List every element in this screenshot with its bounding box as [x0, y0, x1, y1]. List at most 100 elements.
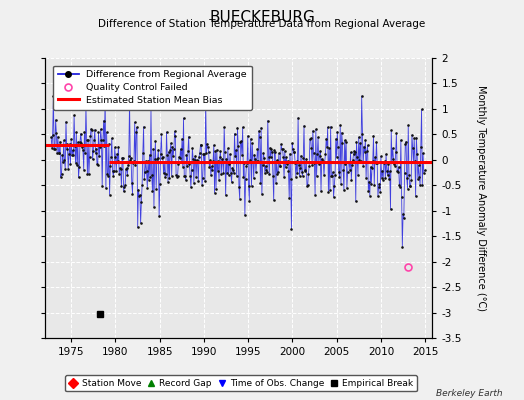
Point — [333, 128, 342, 135]
Point — [386, 168, 394, 174]
Point — [70, 112, 78, 118]
Point — [396, 184, 405, 190]
Point — [253, 158, 261, 164]
Point — [139, 124, 148, 130]
Point — [410, 135, 418, 142]
Point — [359, 143, 368, 150]
Point — [109, 172, 117, 179]
Point — [125, 98, 134, 104]
Point — [318, 156, 326, 162]
Point — [116, 164, 124, 171]
Point — [320, 172, 328, 178]
Point — [97, 136, 106, 143]
Point — [296, 164, 304, 171]
Point — [174, 160, 182, 167]
Point — [372, 160, 380, 166]
Point — [271, 149, 279, 156]
Point — [332, 136, 340, 142]
Point — [397, 194, 406, 200]
Point — [103, 171, 112, 178]
Point — [363, 142, 372, 148]
Point — [265, 170, 274, 177]
Point — [313, 151, 322, 157]
Point — [230, 170, 238, 176]
Point — [50, 146, 58, 152]
Point — [52, 130, 61, 136]
Point — [270, 147, 279, 153]
Point — [260, 169, 269, 176]
Point — [343, 169, 352, 175]
Point — [80, 129, 89, 135]
Point — [247, 136, 255, 142]
Point — [96, 144, 104, 150]
Point — [256, 179, 265, 186]
Point — [145, 152, 154, 158]
Point — [136, 192, 144, 198]
Point — [290, 149, 299, 155]
Point — [347, 176, 355, 183]
Point — [331, 172, 339, 178]
Point — [150, 156, 159, 162]
Point — [287, 176, 295, 182]
Point — [78, 144, 86, 151]
Point — [157, 131, 166, 138]
Point — [90, 137, 98, 143]
Point — [122, 166, 130, 172]
Point — [226, 151, 234, 157]
Point — [232, 147, 240, 153]
Point — [99, 136, 107, 143]
Point — [419, 150, 427, 156]
Point — [101, 91, 110, 98]
Text: Difference of Station Temperature Data from Regional Average: Difference of Station Temperature Data f… — [99, 19, 425, 29]
Point — [344, 159, 353, 166]
Point — [286, 150, 294, 157]
Point — [285, 195, 293, 202]
Point — [345, 158, 353, 165]
Y-axis label: Monthly Temperature Anomaly Difference (°C): Monthly Temperature Anomaly Difference (… — [476, 85, 486, 311]
Point — [160, 159, 169, 165]
Point — [108, 168, 117, 174]
Point — [420, 170, 428, 176]
Point — [355, 157, 364, 164]
Point — [326, 186, 334, 193]
Point — [381, 175, 389, 182]
Point — [420, 167, 429, 174]
Point — [318, 159, 326, 165]
Point — [301, 167, 310, 173]
Point — [391, 149, 400, 156]
Point — [417, 144, 425, 150]
Point — [400, 215, 408, 222]
Point — [211, 148, 220, 154]
Point — [372, 139, 380, 145]
Point — [141, 158, 150, 164]
Point — [170, 128, 179, 135]
Point — [125, 152, 133, 159]
Point — [138, 182, 146, 188]
Text: Berkeley Earth: Berkeley Earth — [436, 389, 503, 398]
Point — [348, 162, 356, 168]
Point — [119, 188, 128, 195]
Point — [172, 172, 180, 178]
Point — [147, 106, 155, 112]
Point — [390, 161, 398, 167]
Point — [185, 160, 193, 167]
Point — [51, 117, 60, 123]
Point — [334, 144, 342, 150]
Point — [133, 124, 141, 131]
Point — [283, 158, 292, 164]
Point — [152, 185, 160, 192]
Point — [310, 160, 319, 166]
Point — [60, 137, 68, 144]
Point — [202, 150, 211, 156]
Point — [418, 182, 427, 188]
Point — [235, 196, 244, 202]
Point — [62, 118, 70, 125]
Point — [73, 162, 81, 169]
Point — [339, 140, 347, 146]
Point — [281, 164, 290, 171]
Point — [187, 184, 195, 190]
Point — [301, 168, 309, 174]
Point — [210, 190, 219, 196]
Point — [64, 166, 72, 172]
Point — [100, 117, 108, 124]
